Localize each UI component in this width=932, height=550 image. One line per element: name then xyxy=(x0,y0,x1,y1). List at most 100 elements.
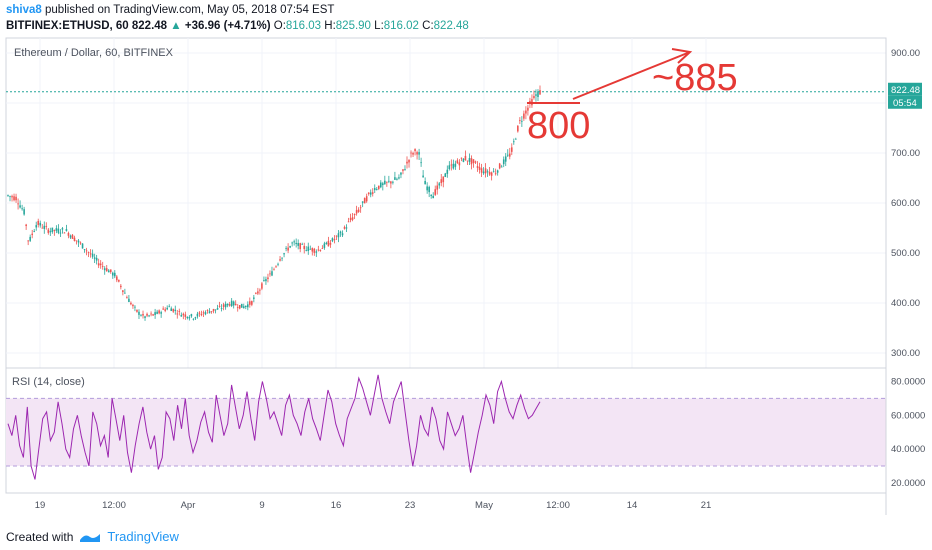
candle-body xyxy=(160,312,162,314)
candle-body xyxy=(17,203,19,205)
candle-body xyxy=(162,308,164,310)
candle-body xyxy=(128,298,130,303)
candle-body xyxy=(130,302,132,305)
candle-body xyxy=(402,169,404,171)
chart-header: shiva8 published on TradingView.com, May… xyxy=(6,2,469,34)
candle-body xyxy=(377,185,380,189)
candle-body xyxy=(232,301,235,306)
author-link[interactable]: shiva8 xyxy=(6,4,42,16)
candle-body xyxy=(180,315,183,317)
price-tick-label: 900.00 xyxy=(891,48,920,59)
candle-body xyxy=(384,180,386,185)
candle-body xyxy=(400,172,402,175)
tradingview-brand[interactable]: TradingView xyxy=(107,529,179,544)
candle-body xyxy=(91,253,94,257)
time-tick-label: 14 xyxy=(627,500,638,511)
candle-body xyxy=(216,308,219,310)
candle-body xyxy=(99,263,102,266)
candle-body xyxy=(19,205,21,208)
candle-body xyxy=(452,163,455,169)
candle-body xyxy=(154,312,156,315)
candle-body xyxy=(79,242,82,244)
candle-body xyxy=(301,243,304,245)
candle-body xyxy=(95,257,98,261)
candle-body xyxy=(267,277,269,279)
candle-body xyxy=(331,238,334,242)
candle-body xyxy=(498,163,501,169)
candle-body xyxy=(11,196,13,198)
candle-body xyxy=(208,311,211,314)
candle-body xyxy=(251,301,253,305)
candle-body xyxy=(122,290,124,293)
candle-body xyxy=(382,183,384,186)
candle-body xyxy=(97,263,100,266)
arrow-head-icon xyxy=(671,48,693,64)
rsi-y-axis[interactable]: 20.0000 40.0000 60.0000 80.0000 xyxy=(891,377,925,489)
last-price-label: 822.48 xyxy=(891,85,920,96)
time-tick-label: 23 xyxy=(405,500,416,511)
candle-body xyxy=(343,226,346,229)
candle-body xyxy=(351,217,354,220)
publish-line: shiva8 published on TradingView.com, May… xyxy=(6,2,469,18)
candle-body xyxy=(277,263,279,265)
candle-body xyxy=(295,242,297,244)
last-price-badge: 822.48 05:54 xyxy=(888,82,922,109)
time-tick-label: 19 xyxy=(35,500,46,511)
candle-body xyxy=(81,243,84,249)
candle-body xyxy=(462,158,465,162)
candle-body xyxy=(486,171,489,173)
price-tick-label: 600.00 xyxy=(891,198,920,209)
open-label: O: xyxy=(273,20,286,32)
candle-body xyxy=(466,160,469,162)
candle-body xyxy=(89,253,92,255)
candle-body xyxy=(283,253,285,255)
candle-body xyxy=(37,220,40,225)
candle-body xyxy=(341,233,344,236)
candle-body xyxy=(202,312,205,314)
candle-body xyxy=(327,240,330,247)
candle-body xyxy=(144,316,146,318)
candle-body xyxy=(168,306,171,308)
candle-body xyxy=(281,257,283,259)
candle-body xyxy=(313,248,316,253)
up-arrow-icon: ▲ xyxy=(170,20,182,32)
time-tick-label: 12:00 xyxy=(546,500,570,511)
candle-body xyxy=(214,309,217,311)
candle-body xyxy=(458,162,461,166)
candle-body xyxy=(67,233,70,236)
candle-body xyxy=(136,309,138,312)
low-label: L: xyxy=(374,20,384,32)
candle-body xyxy=(150,313,152,315)
candle-body xyxy=(478,167,481,170)
candle-body xyxy=(500,166,503,168)
candle-body xyxy=(293,241,295,243)
last-price: 822.48 xyxy=(131,20,168,32)
candle-body xyxy=(482,171,485,174)
candle-body xyxy=(210,311,213,312)
candle-body xyxy=(510,147,513,152)
target-arrow-line xyxy=(572,51,691,100)
time-tick-label: 12:00 xyxy=(102,500,126,511)
candle-body xyxy=(321,248,324,249)
candle-body xyxy=(317,249,320,251)
candle-body xyxy=(140,315,142,317)
candle-body xyxy=(218,305,221,307)
candle-body xyxy=(287,247,289,251)
candle-body xyxy=(359,207,362,209)
time-x-axis[interactable]: 19 12:00 Apr 9 16 23 May 12:00 14 21 xyxy=(35,500,712,511)
candle-body xyxy=(398,177,400,179)
candle-body xyxy=(468,158,471,162)
candle-body xyxy=(65,229,68,231)
candle-body xyxy=(39,222,42,226)
candle-body xyxy=(109,269,112,273)
candle-body xyxy=(45,226,48,227)
candle-body xyxy=(69,235,72,238)
candle-body xyxy=(83,249,86,250)
candle-body xyxy=(234,303,237,306)
candle-body xyxy=(59,232,62,234)
price-tick-label: 700.00 xyxy=(891,148,920,159)
publish-info: published on TradingView.com, May 05, 20… xyxy=(45,4,335,16)
price-pane-title: Ethereum / Dollar, 60, BITFINEX xyxy=(14,47,174,59)
candle-body xyxy=(448,165,451,170)
